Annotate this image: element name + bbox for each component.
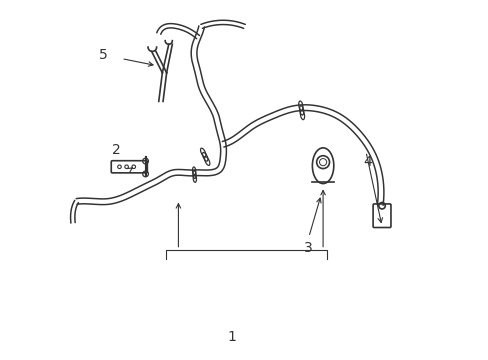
Text: 1: 1 bbox=[227, 330, 236, 344]
Text: 3: 3 bbox=[304, 241, 312, 255]
Text: 2: 2 bbox=[111, 143, 120, 157]
Text: 5: 5 bbox=[99, 48, 107, 62]
Text: 4: 4 bbox=[363, 155, 371, 169]
